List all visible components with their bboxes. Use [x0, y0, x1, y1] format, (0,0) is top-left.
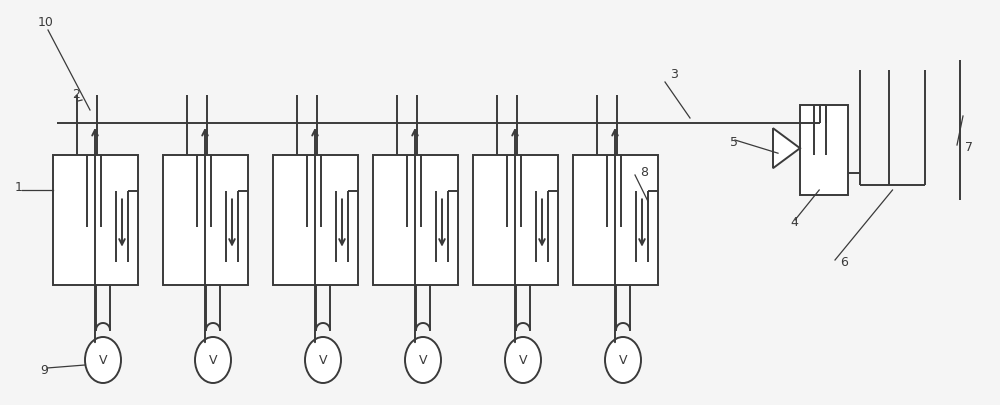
Text: 10: 10	[38, 16, 54, 29]
Text: V: V	[519, 354, 527, 367]
Text: 5: 5	[730, 136, 738, 149]
Text: V: V	[419, 354, 427, 367]
Text: 3: 3	[670, 68, 678, 81]
Bar	[273, 156, 358, 285]
Ellipse shape	[195, 337, 231, 383]
Text: 1: 1	[15, 181, 23, 194]
Ellipse shape	[505, 337, 541, 383]
Text: 2: 2	[72, 88, 80, 101]
Text: 9: 9	[40, 363, 48, 376]
Text: V: V	[319, 354, 327, 367]
Ellipse shape	[85, 337, 121, 383]
Polygon shape	[773, 129, 800, 169]
Bar	[473, 156, 558, 285]
Text: 6: 6	[840, 256, 848, 269]
Bar	[800, 106, 848, 196]
Bar	[53, 156, 138, 285]
Text: V: V	[209, 354, 217, 367]
Text: 4: 4	[790, 215, 798, 228]
Text: V: V	[99, 354, 107, 367]
Bar	[573, 156, 658, 285]
Ellipse shape	[605, 337, 641, 383]
Ellipse shape	[305, 337, 341, 383]
Text: 7: 7	[965, 141, 973, 153]
Bar	[163, 156, 248, 285]
Bar	[373, 156, 458, 285]
Ellipse shape	[405, 337, 441, 383]
Text: 8: 8	[640, 166, 648, 179]
Text: V: V	[619, 354, 627, 367]
